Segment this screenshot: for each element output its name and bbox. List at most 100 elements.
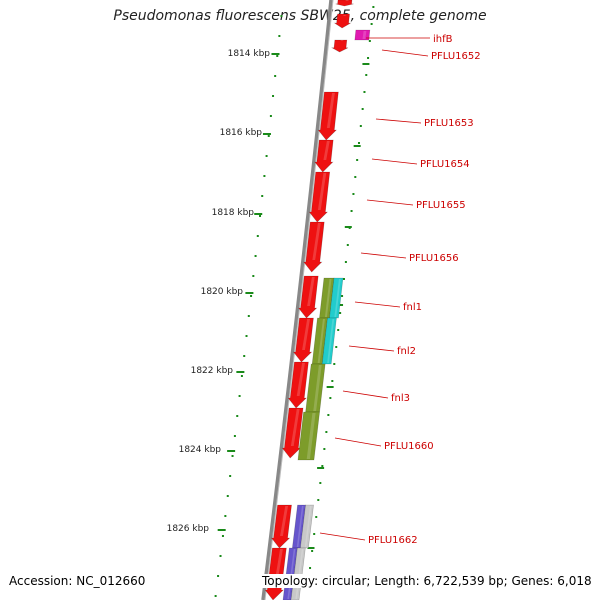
leader-line (342, 390, 389, 399)
outer-tick-minor (365, 74, 368, 76)
gene-label-pflu1652[interactable]: PFLU1652 (431, 51, 481, 62)
scale-tick-minor (278, 35, 281, 37)
gene-feature (317, 91, 339, 141)
scale-ticks (214, 15, 283, 597)
gene-label-pflu1655[interactable]: PFLU1655 (416, 200, 466, 211)
scale-tick-major (271, 53, 280, 55)
gene-feature (321, 317, 337, 365)
outer-tick-minor (313, 533, 316, 535)
scale-tick-minor (245, 335, 248, 337)
scale-tick-minor (269, 115, 272, 117)
gene-highlight (317, 319, 325, 363)
gene-highlight (296, 363, 305, 396)
outer-tick-minor (342, 278, 345, 280)
genome-summary: Topology: circular; Length: 6,722,539 bp… (262, 574, 592, 588)
scale-tick-minor (272, 95, 275, 97)
leader-line (319, 532, 366, 541)
outer-tick-minor (344, 261, 347, 263)
leader-line (354, 301, 401, 308)
gene-highlight (362, 31, 367, 39)
gene-label-pflu1656[interactable]: PFLU1656 (409, 253, 459, 264)
outer-tick-minor (352, 193, 355, 195)
scale-tick-minor (240, 375, 243, 377)
outer-tick-minor (315, 516, 318, 518)
scale-tick-major (236, 371, 245, 373)
outer-tick-major (362, 63, 370, 65)
gene-highlight (345, 0, 349, 1)
outer-tick-minor (329, 397, 332, 399)
gene-feature (281, 407, 304, 459)
scale-tick-minor (221, 535, 224, 537)
gene-track (264, 0, 371, 600)
leader-lines (319, 37, 430, 541)
gene-label-pflu1660[interactable]: PFLU1660 (384, 441, 434, 452)
accession-label: Accession: NC_012660 (9, 574, 146, 588)
gene-feature (297, 275, 319, 319)
leader-line (334, 437, 382, 447)
scale-tick-minor (254, 255, 257, 257)
gene-highlight (324, 279, 332, 317)
gene-label-pflu1662[interactable]: PFLU1662 (368, 535, 418, 546)
outer-tick-minor (341, 295, 344, 297)
gene-feature (335, 0, 354, 7)
leader-line (348, 345, 395, 352)
gene-highlight (323, 141, 330, 160)
scale-tick-minor (219, 555, 222, 557)
gene-feature (330, 39, 349, 53)
scale-tick-minor (280, 15, 283, 17)
outer-tick-minor (354, 176, 357, 178)
leader-line (381, 49, 429, 57)
scale-label: 1826 kbp (167, 524, 210, 534)
gene-highlight (334, 279, 341, 317)
gene-highlight (317, 173, 327, 210)
gene-highlight (327, 319, 335, 363)
gene-feature (329, 277, 344, 319)
gene-feature (300, 504, 314, 549)
outer-tick-minor (319, 482, 322, 484)
gene-label-fnl3[interactable]: fnl3 (391, 393, 410, 404)
gene-feature (287, 361, 309, 409)
gene-highlight (302, 319, 310, 350)
gene-feature (314, 139, 334, 173)
scale-label: 1814 kbp (228, 49, 271, 59)
scale-tick-minor (274, 75, 277, 77)
gene-label-pflu1653[interactable]: PFLU1653 (424, 118, 474, 129)
outer-tick-major (353, 145, 361, 147)
scale-tick-minor (256, 235, 259, 237)
scale-tick-minor (231, 455, 234, 457)
scale-tick-minor (259, 215, 262, 217)
outer-tick-minor (317, 499, 320, 501)
outer-tick-minor (359, 125, 362, 127)
outer-tick-minor (370, 23, 373, 25)
outer-tick-minor (357, 142, 360, 144)
gene-label-fnl2[interactable]: fnl2 (397, 346, 416, 357)
outer-tick-minor (321, 465, 324, 467)
outer-tick-minor (346, 244, 349, 246)
outer-tick-minor (327, 414, 330, 416)
outer-tick-minor (339, 312, 342, 314)
outer-tick-minor (363, 91, 366, 93)
scale-tick-minor (261, 195, 264, 197)
gene-highlight (290, 409, 300, 446)
gene-feature (308, 171, 331, 223)
scale-label: 1818 kbp (212, 208, 255, 218)
outer-tick-minor (368, 40, 371, 42)
gene-feature (292, 317, 314, 363)
genome-backbone-shadow (264, 0, 334, 600)
scale-tick-major (245, 292, 254, 294)
gene-highlight (304, 506, 312, 547)
outer-tick-minor (311, 550, 314, 552)
scale-label: 1816 kbp (220, 128, 263, 138)
scale-tick-minor (276, 55, 279, 57)
leader-line (375, 118, 422, 124)
scale-tick-minor (236, 415, 239, 417)
gene-label-fnl1[interactable]: fnl1 (403, 302, 422, 313)
gene-label-pflu1654[interactable]: PFLU1654 (420, 159, 470, 170)
gene-feature (354, 29, 371, 41)
gene-highlight (340, 40, 344, 41)
gene-highlight (280, 506, 289, 536)
genome-backbone (261, 0, 333, 600)
gene-label-ihfb[interactable]: ihfB (433, 34, 453, 45)
leader-line (360, 252, 407, 259)
